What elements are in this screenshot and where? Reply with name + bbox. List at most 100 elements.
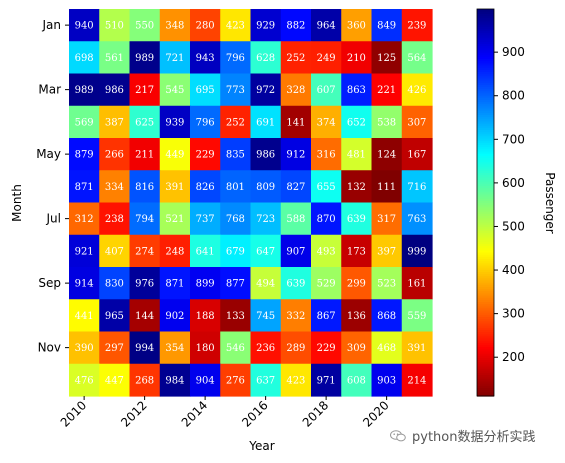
cell-value-label: 794 [135,214,154,225]
colorbar-segment [477,344,494,348]
y-tick-label: Sep [38,276,61,290]
cell-value-label: 879 [75,150,94,161]
colorbar-tick-label: 400 [502,263,525,277]
cell-value-label: 391 [165,182,184,193]
heatmap-cell [220,267,252,300]
colorbar-segment [477,150,494,154]
colorbar-segment [477,335,494,339]
heatmap-cell [401,170,433,204]
cell-value-label: 167 [407,150,426,161]
heatmap-cell [99,363,131,397]
cell-value-label: 870 [317,214,336,225]
heatmap-cell [190,299,221,333]
colorbar-segment [477,54,494,57]
heatmap-cell [129,9,161,42]
colorbar-segment [477,301,494,305]
cell-value-label: 826 [196,182,215,193]
heatmap-cell [341,105,373,139]
heatmap-cell [220,41,252,75]
heatmap-cell [341,363,373,397]
cell-value-label: 210 [347,53,366,64]
cell-value-label: 773 [226,85,245,96]
heatmap-cell [159,202,191,236]
heatmap-cell [250,234,282,268]
colorbar-segment [477,196,494,199]
cell-value-label: 816 [135,182,154,193]
cell-value-label: 721 [165,53,184,64]
cell-value-label: 939 [165,117,184,128]
colorbar-segment [477,310,494,313]
heatmap-cell [190,41,221,75]
cell-value-label: 307 [407,117,426,128]
cell-value-label: 493 [317,246,336,257]
cell-value-label: 423 [286,375,305,386]
heatmap-cell [69,170,100,204]
heatmap-cell [401,138,433,171]
colorbar-segment [477,294,494,298]
colorbar-segment [477,62,494,66]
cell-value-label: 317 [377,214,396,225]
colorbar-segment [477,204,494,208]
heatmap-cell [190,202,221,236]
heatmap-cell [69,105,100,139]
colorbar-segment [477,305,494,309]
cell-value-label: 835 [226,150,245,161]
y-tick-label: May [36,147,61,161]
colorbar-segment [477,221,494,225]
cell-value-label: 929 [256,21,275,32]
heatmap-cell [159,331,191,365]
colorbar-segment [477,299,494,302]
colorbar-segment [477,138,494,141]
colorbar-tick-label: 700 [502,132,525,146]
colorbar-tick-label: 500 [502,219,525,233]
cell-value-label: 652 [347,117,366,128]
cell-value-label: 468 [377,343,396,354]
cell-value-label: 111 [377,182,396,193]
colorbar-segment [477,372,494,376]
colorbar-segment [477,30,494,34]
cell-value-label: 964 [317,21,336,32]
cell-value-label: 426 [407,85,426,96]
colorbar-segment [477,95,494,98]
colorbar-segment [477,391,494,395]
colorbar-segment [477,271,494,275]
colorbar-segment [477,254,494,257]
colorbar-segment [477,129,494,133]
heatmap-cell [129,267,161,300]
heatmap-cell [69,202,100,236]
heatmap-cells [69,9,433,397]
colorbar-segment [477,249,494,253]
cell-value-label: 989 [75,85,94,96]
colorbar-segment [477,279,494,283]
cell-value-label: 217 [135,85,154,96]
colorbar-segment [477,107,494,111]
colorbar-segment [477,363,494,367]
cell-value-label: 830 [105,279,124,290]
x-axis-ticks: 2010 2012 2014 2016 2018 2020 [58,396,392,430]
colorbar-segment [477,247,494,251]
cell-value-label: 476 [75,375,94,386]
cell-value-label: 695 [196,85,215,96]
cell-value-label: 249 [317,53,336,64]
colorbar-segment [477,200,494,204]
cell-value-label: 903 [377,375,396,386]
heatmap-cell [220,234,252,268]
heatmap-cell [311,170,342,204]
heatmap-cell [341,299,373,333]
heatmap-cell [99,170,131,204]
colorbar-segment [477,307,494,311]
heatmap-cell [190,363,221,397]
cell-value-label: 494 [256,279,275,290]
cell-value-label: 796 [196,117,215,128]
colorbar-segment [477,133,494,137]
heatmap-cell [371,41,403,75]
colorbar-segment [477,142,494,146]
colorbar-label: Passenger [543,172,557,234]
cell-value-label: 125 [377,53,396,64]
cell-value-label: 986 [256,150,275,161]
heatmap-cell [341,170,373,204]
colorbar-segment [477,202,494,206]
heatmap-cell [250,267,282,300]
cell-value-label: 521 [165,214,184,225]
cell-value-label: 252 [226,117,245,128]
